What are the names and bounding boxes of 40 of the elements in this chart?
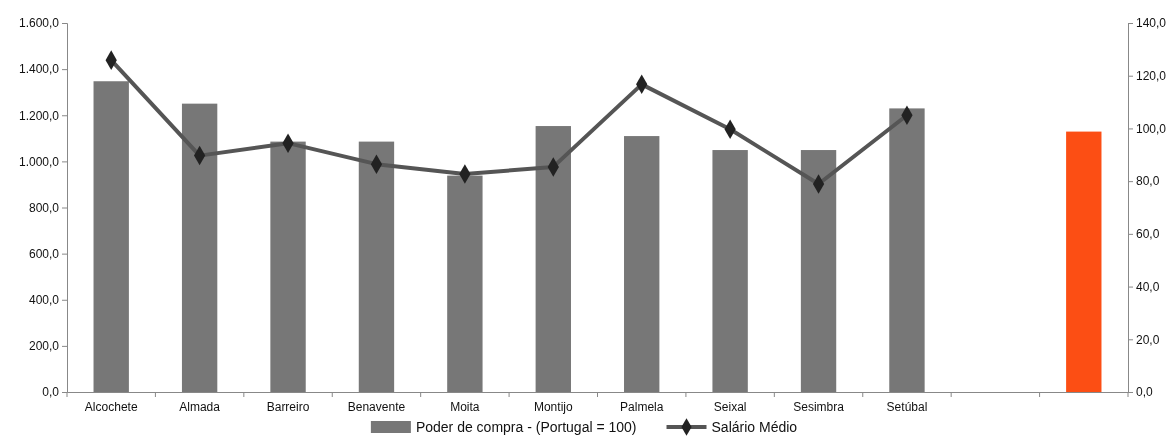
x-tick-label: Montijo [533, 399, 573, 414]
y-tick-label: 400,0 [28, 293, 60, 308]
bar [800, 150, 837, 392]
x-tick-label: Palmela [620, 399, 664, 414]
x-tick-label: Barreiro [266, 399, 310, 414]
y-tick-label: 800,0 [28, 200, 60, 215]
y2-tick-label: 60,0 [1136, 227, 1160, 242]
bar [1066, 131, 1102, 392]
y-tick-label: 1.200,0 [18, 108, 60, 123]
legend-label: Poder de compra - (Portugal = 100) [415, 419, 637, 435]
y2-tick-label: 140,0 [1136, 16, 1167, 31]
bar [358, 141, 395, 392]
y-tick-label: 200,0 [28, 339, 60, 354]
bar [181, 103, 218, 392]
x-tick-label: Almada [179, 399, 221, 414]
bar [712, 150, 748, 392]
y-tick-label: 0,0 [42, 385, 60, 400]
bar [270, 141, 306, 392]
y-tick-label: 1.400,0 [18, 62, 60, 77]
bar [535, 126, 571, 392]
x-tick-label: Alcochete [84, 399, 138, 414]
y2-tick-label: 0,0 [1136, 385, 1154, 400]
y2-tick-label: 120,0 [1136, 69, 1167, 84]
y2-tick-label: 80,0 [1136, 174, 1160, 189]
bar [93, 81, 129, 392]
x-tick-label: Seixal [713, 399, 747, 414]
x-tick-label: Sesimbra [793, 399, 845, 414]
y2-tick-label: 20,0 [1136, 332, 1160, 347]
y-tick-label: 600,0 [28, 246, 60, 261]
y2-tick-label: 40,0 [1136, 279, 1160, 294]
bar [624, 136, 660, 392]
x-tick-label: Setúbal [886, 399, 928, 414]
y-tick-label: 1.600,0 [18, 16, 60, 31]
legend-label: Salário Médio [711, 419, 798, 435]
bar [447, 175, 483, 392]
y-tick-label: 1.000,0 [18, 154, 60, 169]
x-tick-label: Benavente [347, 399, 406, 414]
x-tick-label: Moita [450, 399, 480, 414]
y2-tick-label: 100,0 [1136, 121, 1167, 136]
bar [889, 108, 925, 392]
